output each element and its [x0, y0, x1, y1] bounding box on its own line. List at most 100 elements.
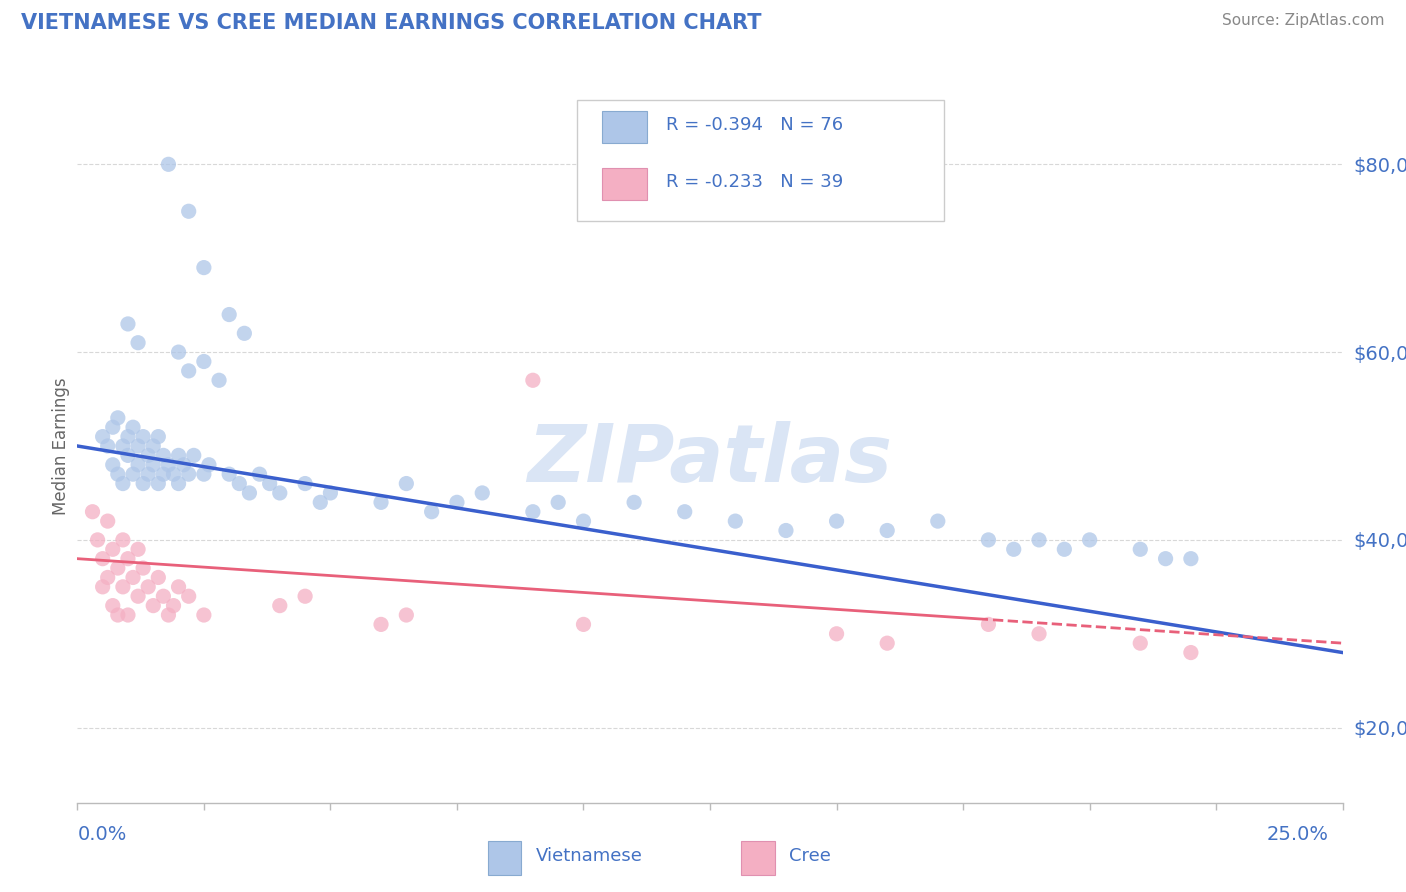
Point	[111, 476, 134, 491]
Point	[198, 458, 221, 472]
Point	[167, 345, 190, 359]
Point	[471, 486, 494, 500]
Point	[294, 476, 316, 491]
Point	[152, 589, 174, 603]
Point	[162, 467, 184, 482]
Point	[97, 570, 120, 584]
Point	[111, 580, 134, 594]
Point	[977, 533, 1000, 547]
Point	[111, 533, 134, 547]
Point	[117, 317, 139, 331]
Point	[122, 570, 145, 584]
Point	[136, 449, 159, 463]
Point	[142, 458, 165, 472]
Point	[259, 476, 281, 491]
Point	[117, 607, 139, 622]
Point	[218, 467, 240, 482]
Point	[122, 420, 145, 434]
Point	[249, 467, 271, 482]
Point	[572, 514, 595, 528]
Point	[1078, 533, 1101, 547]
Bar	[488, 840, 522, 875]
Point	[825, 627, 848, 641]
Point	[107, 410, 129, 425]
Point	[107, 467, 129, 482]
Point	[1028, 533, 1050, 547]
Point	[572, 617, 595, 632]
Point	[319, 486, 342, 500]
Text: R = -0.233   N = 39: R = -0.233 N = 39	[666, 173, 844, 191]
Point	[136, 580, 159, 594]
Point	[547, 495, 569, 509]
Point	[162, 599, 184, 613]
Point	[370, 495, 392, 509]
Point	[177, 467, 200, 482]
Point	[1129, 542, 1152, 557]
Point	[173, 458, 195, 472]
Point	[522, 373, 544, 387]
Point	[876, 636, 898, 650]
Point	[193, 607, 215, 622]
Point	[1180, 551, 1202, 566]
Point	[193, 354, 215, 368]
Text: Vietnamese: Vietnamese	[536, 847, 643, 865]
Point	[1002, 542, 1025, 557]
Text: Cree: Cree	[789, 847, 831, 865]
Point	[395, 476, 418, 491]
Point	[152, 449, 174, 463]
Text: ZIPatlas: ZIPatlas	[527, 421, 893, 500]
Point	[117, 429, 139, 443]
Point	[183, 449, 205, 463]
Point	[825, 514, 848, 528]
Text: 0.0%: 0.0%	[77, 825, 127, 844]
Point	[136, 467, 159, 482]
Point	[208, 373, 231, 387]
Point	[142, 599, 165, 613]
Point	[193, 467, 215, 482]
Point	[1154, 551, 1177, 566]
Point	[132, 476, 155, 491]
Bar	[603, 168, 647, 200]
Point	[420, 505, 443, 519]
Point	[91, 580, 114, 594]
Point	[117, 449, 139, 463]
Point	[876, 524, 898, 538]
FancyBboxPatch shape	[578, 100, 945, 221]
Point	[86, 533, 108, 547]
Y-axis label: Median Earnings: Median Earnings	[52, 377, 70, 515]
Point	[724, 514, 747, 528]
Point	[132, 561, 155, 575]
Point	[101, 542, 124, 557]
Point	[522, 505, 544, 519]
Point	[101, 420, 124, 434]
Text: VIETNAMESE VS CREE MEDIAN EARNINGS CORRELATION CHART: VIETNAMESE VS CREE MEDIAN EARNINGS CORRE…	[21, 13, 762, 33]
Point	[193, 260, 215, 275]
Point	[623, 495, 645, 509]
Point	[1028, 627, 1050, 641]
Point	[370, 617, 392, 632]
Point	[395, 607, 418, 622]
Point	[238, 486, 260, 500]
Point	[82, 505, 104, 519]
Point	[148, 476, 170, 491]
Point	[167, 580, 190, 594]
Point	[97, 514, 120, 528]
Point	[148, 429, 170, 443]
Point	[127, 542, 149, 557]
Point	[127, 589, 149, 603]
Point	[167, 449, 190, 463]
Text: R = -0.394   N = 76: R = -0.394 N = 76	[666, 116, 842, 134]
Point	[775, 524, 797, 538]
Point	[157, 607, 180, 622]
Point	[157, 458, 180, 472]
Point	[127, 439, 149, 453]
Point	[269, 599, 291, 613]
Point	[132, 429, 155, 443]
Point	[107, 607, 129, 622]
Bar	[603, 111, 647, 143]
Point	[977, 617, 1000, 632]
Point	[177, 589, 200, 603]
Point	[117, 551, 139, 566]
Point	[1053, 542, 1076, 557]
Text: 25.0%: 25.0%	[1267, 825, 1329, 844]
